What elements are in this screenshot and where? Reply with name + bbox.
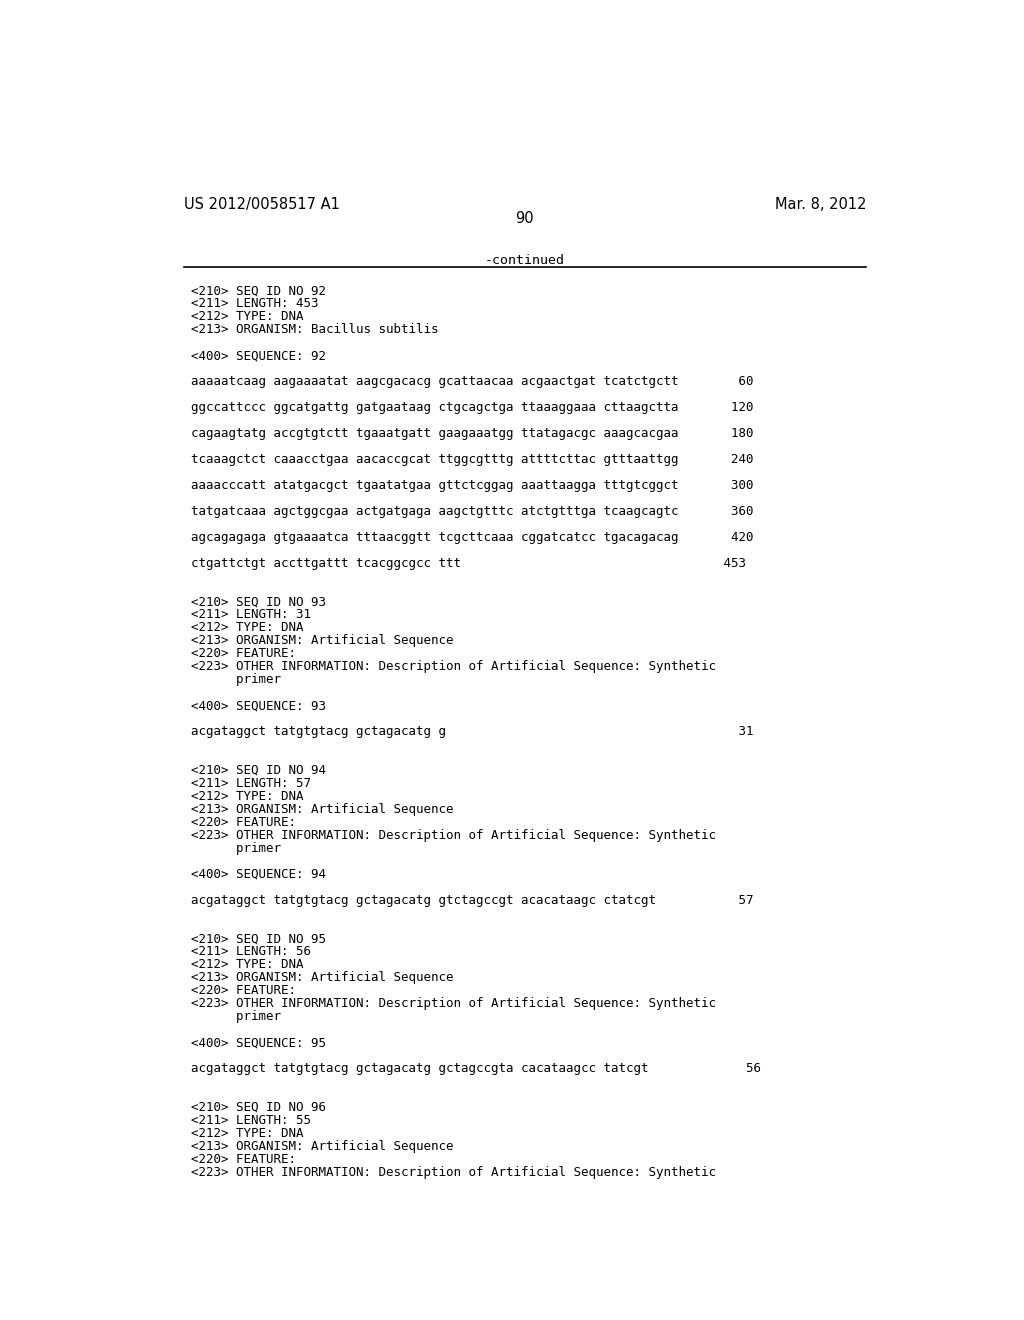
- Text: <400> SEQUENCE: 94: <400> SEQUENCE: 94: [191, 867, 327, 880]
- Text: 90: 90: [515, 211, 535, 226]
- Text: <213> ORGANISM: Artificial Sequence: <213> ORGANISM: Artificial Sequence: [191, 803, 454, 816]
- Text: <213> ORGANISM: Bacillus subtilis: <213> ORGANISM: Bacillus subtilis: [191, 323, 439, 337]
- Text: <210> SEQ ID NO 96: <210> SEQ ID NO 96: [191, 1101, 327, 1114]
- Text: <400> SEQUENCE: 92: <400> SEQUENCE: 92: [191, 350, 327, 362]
- Text: <223> OTHER INFORMATION: Description of Artificial Sequence: Synthetic: <223> OTHER INFORMATION: Description of …: [191, 1166, 717, 1179]
- Text: Mar. 8, 2012: Mar. 8, 2012: [774, 197, 866, 213]
- Text: <210> SEQ ID NO 94: <210> SEQ ID NO 94: [191, 764, 327, 777]
- Text: primer: primer: [191, 1010, 282, 1023]
- Text: <212> TYPE: DNA: <212> TYPE: DNA: [191, 1127, 304, 1139]
- Text: tcaaagctct caaacctgaa aacaccgcat ttggcgtttg attttcttac gtttaattgg       240: tcaaagctct caaacctgaa aacaccgcat ttggcgt…: [191, 453, 754, 466]
- Text: <210> SEQ ID NO 95: <210> SEQ ID NO 95: [191, 932, 327, 945]
- Text: <212> TYPE: DNA: <212> TYPE: DNA: [191, 310, 304, 323]
- Text: agcagagaga gtgaaaatca tttaacggtt tcgcttcaaa cggatcatcc tgacagacag       420: agcagagaga gtgaaaatca tttaacggtt tcgcttc…: [191, 531, 754, 544]
- Text: <213> ORGANISM: Artificial Sequence: <213> ORGANISM: Artificial Sequence: [191, 635, 454, 647]
- Text: <220> FEATURE:: <220> FEATURE:: [191, 1152, 297, 1166]
- Text: <223> OTHER INFORMATION: Description of Artificial Sequence: Synthetic: <223> OTHER INFORMATION: Description of …: [191, 997, 717, 1010]
- Text: ctgattctgt accttgattt tcacggcgcc ttt                                   453: ctgattctgt accttgattt tcacggcgcc ttt 453: [191, 557, 746, 569]
- Text: <212> TYPE: DNA: <212> TYPE: DNA: [191, 789, 304, 803]
- Text: <211> LENGTH: 57: <211> LENGTH: 57: [191, 777, 311, 789]
- Text: <213> ORGANISM: Artificial Sequence: <213> ORGANISM: Artificial Sequence: [191, 1139, 454, 1152]
- Text: cagaagtatg accgtgtctt tgaaatgatt gaagaaatgg ttatagacgc aaagcacgaa       180: cagaagtatg accgtgtctt tgaaatgatt gaagaaa…: [191, 426, 754, 440]
- Text: <220> FEATURE:: <220> FEATURE:: [191, 647, 297, 660]
- Text: <400> SEQUENCE: 93: <400> SEQUENCE: 93: [191, 700, 327, 711]
- Text: <400> SEQUENCE: 95: <400> SEQUENCE: 95: [191, 1036, 327, 1049]
- Text: aaaaatcaag aagaaaatat aagcgacacg gcattaacaa acgaactgat tcatctgctt        60: aaaaatcaag aagaaaatat aagcgacacg gcattaa…: [191, 375, 754, 388]
- Text: acgataggct tatgtgtacg gctagacatg gtctagccgt acacataagc ctatcgt           57: acgataggct tatgtgtacg gctagacatg gtctagc…: [191, 894, 754, 907]
- Text: <210> SEQ ID NO 93: <210> SEQ ID NO 93: [191, 595, 327, 609]
- Text: acgataggct tatgtgtacg gctagacatg gctagccgta cacataagcc tatcgt             56: acgataggct tatgtgtacg gctagacatg gctagcc…: [191, 1063, 762, 1074]
- Text: <211> LENGTH: 56: <211> LENGTH: 56: [191, 945, 311, 958]
- Text: primer: primer: [191, 842, 282, 854]
- Text: <223> OTHER INFORMATION: Description of Artificial Sequence: Synthetic: <223> OTHER INFORMATION: Description of …: [191, 829, 717, 842]
- Text: US 2012/0058517 A1: US 2012/0058517 A1: [183, 197, 339, 213]
- Text: <213> ORGANISM: Artificial Sequence: <213> ORGANISM: Artificial Sequence: [191, 972, 454, 985]
- Text: <220> FEATURE:: <220> FEATURE:: [191, 985, 297, 997]
- Text: <211> LENGTH: 55: <211> LENGTH: 55: [191, 1114, 311, 1127]
- Text: primer: primer: [191, 673, 282, 686]
- Text: <211> LENGTH: 453: <211> LENGTH: 453: [191, 297, 319, 310]
- Text: <210> SEQ ID NO 92: <210> SEQ ID NO 92: [191, 284, 327, 297]
- Text: <212> TYPE: DNA: <212> TYPE: DNA: [191, 622, 304, 635]
- Text: -continued: -continued: [484, 253, 565, 267]
- Text: <223> OTHER INFORMATION: Description of Artificial Sequence: Synthetic: <223> OTHER INFORMATION: Description of …: [191, 660, 717, 673]
- Text: <220> FEATURE:: <220> FEATURE:: [191, 816, 297, 829]
- Text: <211> LENGTH: 31: <211> LENGTH: 31: [191, 609, 311, 622]
- Text: acgataggct tatgtgtacg gctagacatg g                                       31: acgataggct tatgtgtacg gctagacatg g 31: [191, 725, 754, 738]
- Text: tatgatcaaa agctggcgaa actgatgaga aagctgtttc atctgtttga tcaagcagtc       360: tatgatcaaa agctggcgaa actgatgaga aagctgt…: [191, 504, 754, 517]
- Text: ggccattccc ggcatgattg gatgaataag ctgcagctga ttaaaggaaa cttaagctta       120: ggccattccc ggcatgattg gatgaataag ctgcagc…: [191, 401, 754, 414]
- Text: <212> TYPE: DNA: <212> TYPE: DNA: [191, 958, 304, 972]
- Text: aaaacccatt atatgacgct tgaatatgaa gttctcggag aaattaagga tttgtcggct       300: aaaacccatt atatgacgct tgaatatgaa gttctcg…: [191, 479, 754, 492]
